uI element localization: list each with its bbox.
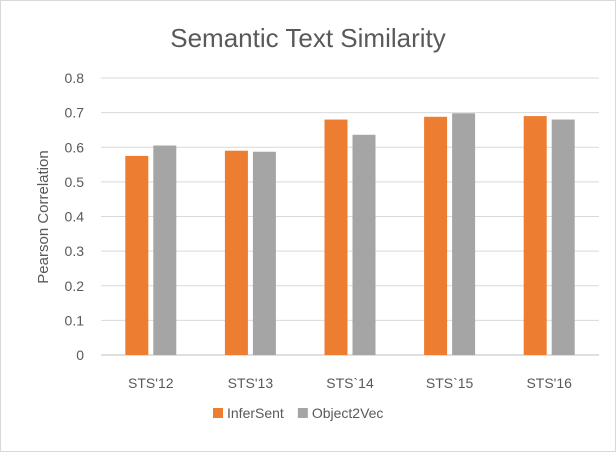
x-tick-label: STS'12 bbox=[128, 375, 174, 391]
x-tick-label: STS'13 bbox=[228, 375, 274, 391]
y-axis-title: Pearson Correlation bbox=[35, 150, 52, 283]
y-tick-label: 0.4 bbox=[65, 209, 85, 225]
y-tick-label: 0.5 bbox=[65, 174, 85, 190]
y-tick-label: 0 bbox=[76, 347, 84, 363]
y-axis-ticks: 0 0.1 0.2 0.3 0.4 0.5 0.6 0.7 0.8 bbox=[65, 70, 85, 363]
legend-label-infersent: InferSent bbox=[227, 405, 284, 421]
bar-object2vec bbox=[452, 113, 476, 355]
x-axis-ticks: STS'12 STS'13 STS`14 STS`15 STS'16 bbox=[128, 375, 572, 391]
bar-infersent bbox=[324, 119, 348, 355]
x-tick-label: STS'16 bbox=[526, 375, 572, 391]
x-tick-label: STS`14 bbox=[326, 375, 374, 391]
bars-group bbox=[125, 113, 575, 356]
y-tick-label: 0.6 bbox=[65, 139, 85, 155]
y-tick-label: 0.1 bbox=[65, 312, 85, 328]
bar-infersent bbox=[424, 116, 448, 355]
x-tick-label: STS`15 bbox=[426, 375, 474, 391]
bar-infersent bbox=[224, 150, 248, 355]
bar-infersent bbox=[125, 155, 149, 355]
bar-object2vec bbox=[252, 151, 276, 355]
legend-swatch-object2vec bbox=[297, 408, 308, 418]
y-tick-label: 0.7 bbox=[65, 105, 85, 121]
chart-title: Semantic Text Similarity bbox=[170, 23, 446, 53]
y-tick-label: 0.8 bbox=[65, 70, 85, 86]
y-tick-label: 0.2 bbox=[65, 278, 85, 294]
bar-object2vec bbox=[352, 134, 376, 355]
legend-swatch-infersent bbox=[213, 408, 223, 418]
bar-infersent bbox=[523, 116, 547, 356]
legend: InferSent Object2Vec bbox=[213, 405, 383, 421]
bar-object2vec bbox=[153, 145, 177, 355]
bar-object2vec bbox=[551, 119, 575, 355]
legend-label-object2vec: Object2Vec bbox=[312, 405, 384, 421]
y-tick-label: 0.3 bbox=[65, 243, 85, 259]
gridlines bbox=[101, 77, 599, 356]
